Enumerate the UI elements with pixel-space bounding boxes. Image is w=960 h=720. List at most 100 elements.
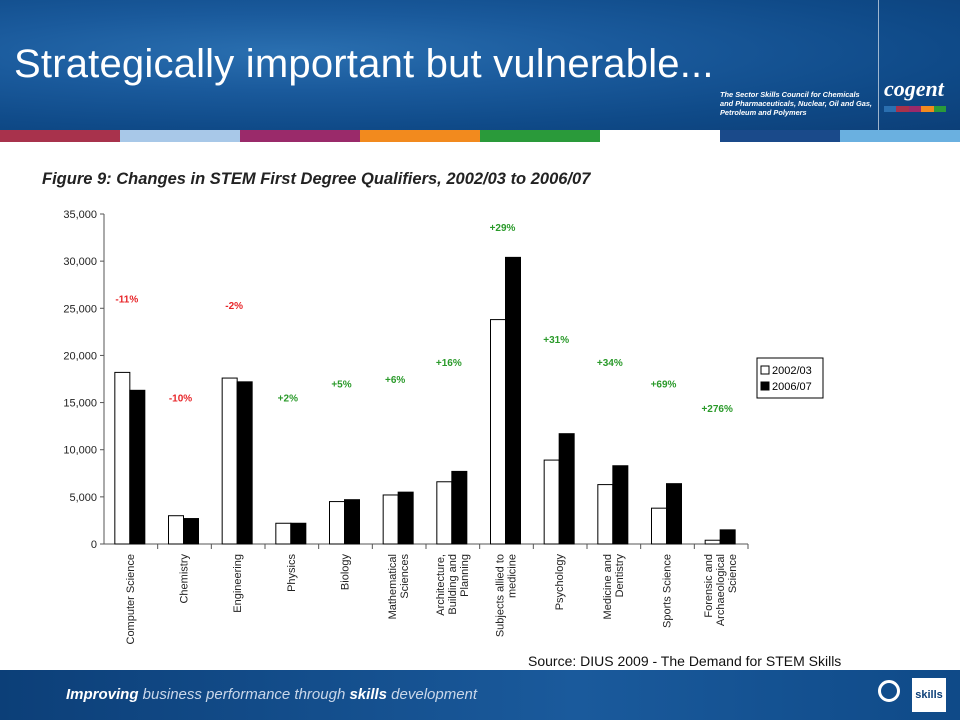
bar-2002-03: [382, 494, 399, 545]
x-category-label-line: medicine: [507, 554, 519, 598]
logo-bar: [933, 106, 947, 112]
change-annotation: +29%: [490, 223, 516, 234]
x-category-label: Physics: [286, 554, 298, 592]
bar-2006-07: [666, 483, 682, 545]
bar-2006-07: [612, 465, 629, 545]
bar-2006-07: [344, 499, 360, 545]
legend-box: [756, 357, 824, 399]
skills-badge: skills: [912, 678, 946, 712]
logo-bar: [896, 106, 909, 112]
x-category-label: Sports Science: [662, 554, 674, 628]
bar-2006-07: [129, 389, 146, 545]
bar-2002-03: [114, 371, 131, 545]
slide-title: Strategically important but vulnerable..…: [14, 42, 714, 86]
bar-2002-03: [543, 459, 560, 545]
footer-text-end: development: [387, 686, 478, 703]
x-category-label: Mathematical Sciences: [387, 554, 411, 620]
stripe-segment: [600, 130, 720, 142]
bar-2002-03: [168, 515, 184, 545]
x-category-label-line: Sports Science: [662, 554, 674, 628]
logo-bar: [908, 106, 922, 112]
x-category-label: Subjects allied to medicine: [495, 554, 519, 637]
change-annotation: +2%: [278, 394, 298, 405]
logo-bar: [884, 106, 897, 112]
x-category-label-line: Dentistry: [614, 554, 626, 598]
legend-label: 2006/07: [772, 381, 812, 393]
change-annotation: +276%: [701, 404, 733, 415]
bar-2002-03: [329, 501, 345, 545]
footer-banner: [0, 670, 960, 720]
bar-2006-07: [397, 491, 414, 545]
logo-panel: [878, 0, 960, 130]
bar-2002-03: [490, 319, 506, 545]
y-tick-label: 35,000: [63, 209, 97, 221]
change-annotation: +6%: [385, 375, 405, 386]
footer-slogan: Improving business performance through s…: [66, 686, 477, 703]
bar-2006-07: [719, 529, 736, 545]
change-annotation: -2%: [225, 301, 243, 312]
y-tick-label: 10,000: [63, 445, 97, 457]
stripe-segment: [360, 130, 480, 142]
x-category-label: Psychology: [554, 554, 566, 611]
y-tick-label: 5,000: [69, 492, 97, 504]
change-annotation: +34%: [597, 358, 623, 369]
legend-label: 2002/03: [772, 365, 812, 377]
stripe-segment: [840, 130, 960, 142]
x-category-label-line: Building and: [447, 554, 459, 615]
x-category-label-line: Physics: [286, 554, 298, 592]
stripe-segment: [720, 130, 840, 142]
header-banner: [0, 0, 960, 130]
x-category-label-line: Forensic and: [703, 554, 715, 618]
logo-bar: [921, 106, 934, 112]
bar-2006-07: [290, 522, 307, 545]
footer-text-middle: business performance through: [138, 686, 350, 703]
bar-2006-07: [183, 518, 199, 545]
footer-word-improving: Improving: [66, 686, 139, 703]
legend-swatch: [760, 365, 770, 375]
x-category-label: Computer Science: [125, 554, 137, 645]
bar-chart: 0 5,000 10,000 15,000 20,000 25,000 30,000 35,0…: [63, 209, 824, 645]
bar-2002-03: [597, 484, 614, 545]
x-category-label-line: Mathematical: [387, 554, 399, 619]
footer-word-skills: skills: [349, 686, 387, 703]
y-tick-label: 25,000: [63, 303, 97, 315]
x-category-label-line: Biology: [340, 554, 352, 591]
change-annotation: +5%: [331, 379, 351, 390]
stripe-segment: [240, 130, 360, 142]
cogent-logo: cogent: [884, 76, 944, 101]
x-category-label: Medicine and Dentistry: [602, 554, 626, 620]
logo-color-bars: [884, 106, 947, 112]
investors-in-people-logo: [878, 680, 900, 702]
x-category-label-line: Medicine and: [602, 554, 614, 619]
stripe-segment: [480, 130, 600, 142]
stripe-segment: [120, 130, 240, 142]
x-category-label-line: Psychology: [554, 554, 566, 611]
bar-2006-07: [558, 433, 575, 545]
change-annotation: +69%: [651, 379, 677, 390]
x-category-label: Architecture, Building and Planning: [435, 554, 471, 616]
bar-2006-07: [505, 256, 521, 545]
x-category-label-line: Planning: [459, 554, 471, 597]
x-category-label: Chemistry: [179, 554, 191, 604]
figure-title: Figure 9: Changes in STEM First Degree Q…: [42, 170, 591, 188]
x-category-label-line: Subjects allied to: [495, 554, 507, 637]
y-tick-label: 20,000: [63, 350, 97, 362]
change-annotation: -10%: [169, 394, 192, 405]
x-category-label-line: Archaeological: [715, 554, 727, 626]
y-tick-label: 30,000: [63, 256, 97, 268]
logo-tagline: The Sector Skills Council for Chemicals …: [720, 90, 872, 117]
x-category-label-line: Chemistry: [179, 554, 191, 604]
color-stripe: [0, 130, 960, 142]
x-category-label-line: Sciences: [399, 554, 411, 599]
change-annotation: -11%: [115, 295, 138, 306]
x-category-label: Engineering: [232, 554, 244, 613]
bar-2006-07: [451, 470, 468, 545]
stripe-segment: [0, 130, 120, 142]
change-annotation: +31%: [543, 335, 569, 346]
bar-2002-03: [651, 507, 667, 545]
x-category-label: Biology: [340, 554, 352, 591]
x-category-label: Forensic and Archaeological Science: [703, 554, 739, 626]
y-tick-label: 0: [91, 539, 97, 551]
change-annotation: +16%: [436, 358, 462, 369]
x-category-label-line: Engineering: [232, 554, 244, 613]
